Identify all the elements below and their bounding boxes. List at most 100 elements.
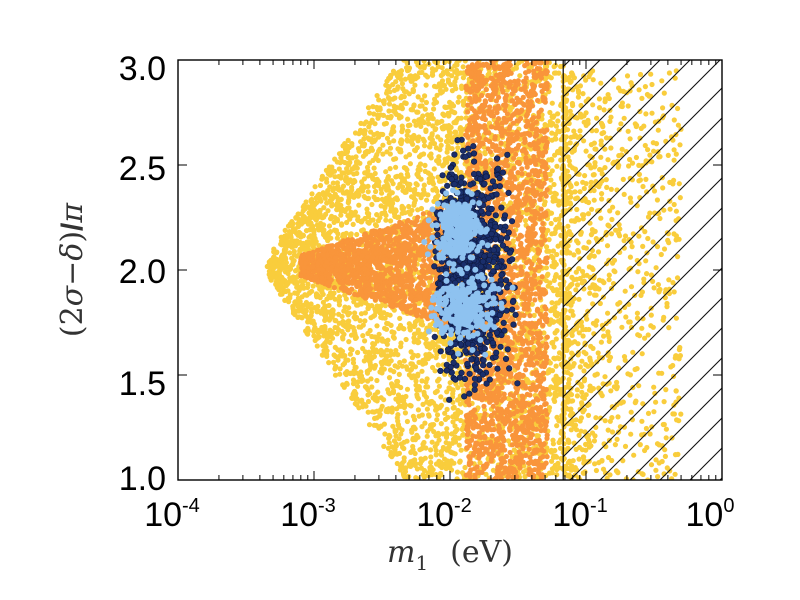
scatter-point [371,165,377,171]
scatter-point [372,121,378,127]
scatter-point [550,339,556,345]
scatter-point [354,165,360,171]
scatter-point [548,121,554,127]
scatter-point [338,347,344,353]
scatter-point [422,106,428,112]
scatter-point [352,209,358,215]
scatter-point [440,163,446,169]
scatter-point [406,184,412,190]
scatter-point [324,353,330,359]
scatter-point [420,113,426,119]
scatter-point [371,138,377,144]
scatter-point [548,177,554,183]
scatter-point [412,147,418,153]
scatter-point [448,124,454,130]
scatter-point [552,393,558,399]
scatter-point [376,97,382,103]
scatter-point [374,303,380,309]
scatter-point [320,299,326,305]
scatter-point [400,184,406,190]
scatter-point [387,433,393,440]
scatter-point [546,470,553,476]
scatter-point [335,183,341,189]
scatter-point [334,218,340,224]
scatter-point [327,198,333,204]
scatter-point [280,276,286,283]
scatter-point [413,76,419,82]
scatter-point [301,285,307,291]
scatter-point [426,179,432,185]
scatter-point [356,148,362,154]
scatter-point [369,201,375,208]
scatter-point [424,433,430,439]
scatter-point [438,142,444,148]
scatter-point [398,68,405,74]
scatter-point [438,178,444,184]
scatter-point [548,75,554,81]
scatter-point [344,369,350,375]
scatter-point [392,363,398,369]
scatter-point [417,461,423,467]
scatter-point [310,283,316,289]
scatter-point [551,344,557,350]
scatter-point [417,161,424,167]
scatter-point [406,65,413,71]
scatter-point [402,402,409,408]
scatter-point [462,464,468,471]
scatter-point [435,430,441,436]
scatter-point [396,403,403,409]
scatter-point [552,229,558,236]
scatter-point [282,269,289,275]
scatter-point [345,312,351,318]
scatter-point [315,193,321,199]
scatter-point [453,86,459,92]
scatter-point [384,181,390,187]
scatter-point [368,129,374,135]
scatter-point [336,204,342,210]
scatter-point [429,175,436,181]
scatter-point [552,311,558,318]
scatter-point [369,384,375,390]
scatter-point [417,447,423,453]
scatter-point [415,138,421,144]
scatter-point [404,132,410,138]
scatter-point [327,184,333,190]
scatter-point [336,294,343,300]
scatter-point [349,193,355,199]
scatter-point [378,186,384,193]
scatter-point [554,472,560,478]
scatter-point [369,409,375,415]
scatter-point [308,319,314,325]
scatter-point [403,100,409,106]
scatter-point [363,119,369,125]
scatter-point [442,338,448,344]
scatter-point [417,64,423,70]
scatter-point [282,297,288,303]
scatter-point [359,397,365,403]
scatter-point [364,370,371,376]
scatter-point [404,418,410,425]
scatter-point [409,427,415,433]
scatter-point [280,286,286,292]
scatter-point [395,392,402,398]
scatter-point [345,320,351,326]
scatter-point [382,325,388,331]
scatter-point [386,187,392,193]
scatter-point [360,377,366,383]
scatter-point [432,96,438,102]
scatter-point [554,300,560,306]
scatter-point [385,201,391,207]
scatter-point [324,236,330,242]
scatter-point [389,408,395,414]
scatter-point [547,280,553,286]
scatter-point [329,213,335,219]
scatter-point [420,441,426,447]
scatter-point [368,376,374,382]
scatter-point [341,360,348,366]
scatter-point [371,341,378,347]
scatter-point [384,90,390,96]
scatter-point [323,211,329,217]
scatter-point [327,168,333,174]
scatter-point [392,429,398,435]
scatter-point [380,151,386,157]
